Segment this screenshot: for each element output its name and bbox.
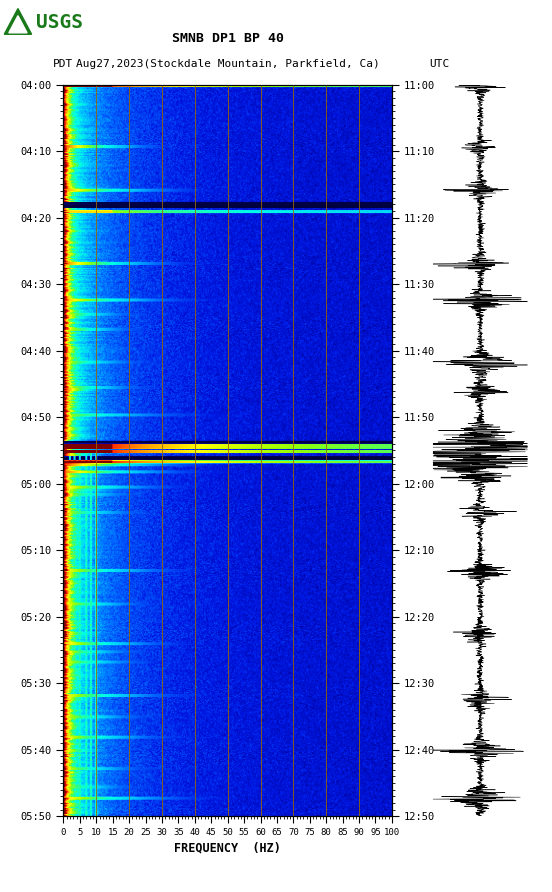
Text: PDT: PDT bbox=[52, 59, 73, 69]
Text: SMNB DP1 BP 40: SMNB DP1 BP 40 bbox=[172, 31, 284, 45]
Polygon shape bbox=[4, 9, 31, 34]
Text: Aug27,2023(Stockdale Mountain, Parkfield, Ca): Aug27,2023(Stockdale Mountain, Parkfield… bbox=[76, 59, 380, 69]
Text: USGS: USGS bbox=[36, 12, 83, 32]
X-axis label: FREQUENCY  (HZ): FREQUENCY (HZ) bbox=[174, 841, 281, 855]
Polygon shape bbox=[9, 16, 27, 33]
Text: UTC: UTC bbox=[429, 59, 450, 69]
